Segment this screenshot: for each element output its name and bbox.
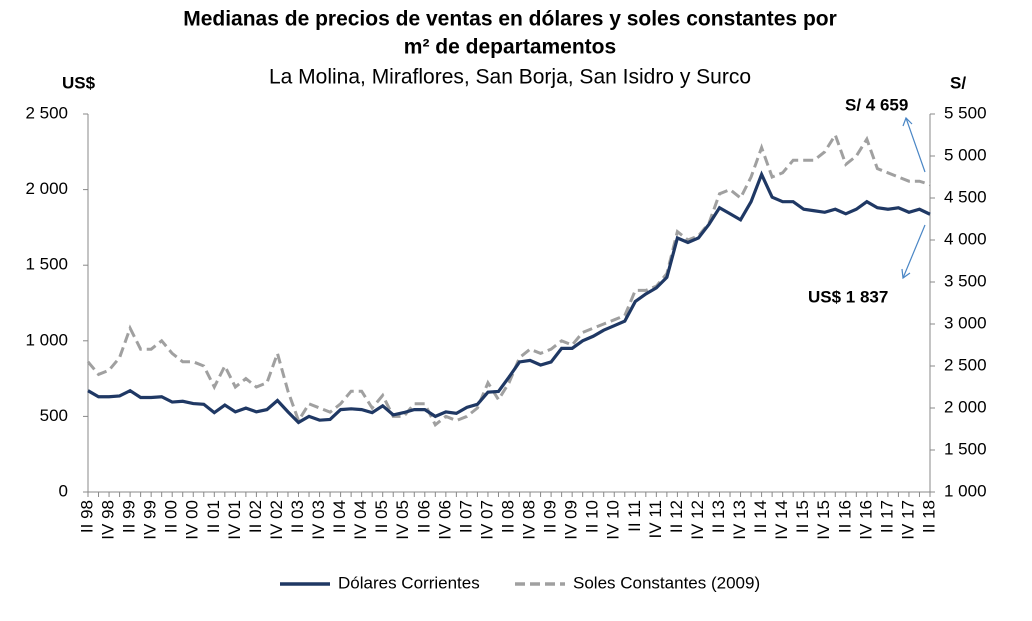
x-tick-label: II 18 [919, 500, 938, 533]
y-tick-label: 2 000 [25, 179, 68, 198]
y-tick-label: 500 [40, 406, 68, 425]
annotation: S/ 4 659 [845, 95, 908, 114]
x-tick-label: IV 15 [814, 500, 833, 540]
x-tick-label: IV 14 [772, 500, 791, 540]
x-tick-label: II 15 [793, 500, 812, 533]
x-tick-label: II 16 [835, 500, 854, 533]
x-tick-label: IV 10 [604, 500, 623, 540]
x-tick-label: II 02 [246, 500, 265, 533]
x-tick-label: II 04 [330, 500, 349, 533]
y2-tick-label: 1 500 [944, 439, 987, 458]
x-tick-label: IV 98 [99, 500, 118, 540]
annotation-arrows [901, 116, 926, 280]
x-tick-label: IV 17 [898, 500, 917, 540]
x-tick-label: II 09 [541, 500, 560, 533]
x-tick-label: II 99 [120, 500, 139, 533]
y-tick-label: 1 500 [25, 255, 68, 274]
legend-label: Soles Constantes (2009) [573, 573, 760, 592]
x-tick-label: II 12 [667, 500, 686, 533]
y2-tick-label: 2 000 [944, 397, 987, 416]
y2-tick-label: 3 500 [944, 271, 987, 290]
y-tick-label: 2 500 [25, 103, 68, 122]
x-tick-label: IV 16 [856, 500, 875, 540]
legend-label: Dólares Corrientes [338, 573, 480, 592]
x-tick-label: IV 13 [730, 500, 749, 540]
chart-subtitle: La Molina, Miraflores, San Borja, San Is… [269, 66, 751, 89]
chart-title: m² de departamentos [404, 36, 616, 59]
x-tick-label: IV 03 [309, 500, 328, 540]
x-tick-label: II 14 [751, 500, 770, 533]
x-tick-label: II 00 [162, 500, 181, 533]
y2-tick-label: 4 500 [944, 187, 987, 206]
x-tick-label: IV 09 [562, 500, 581, 540]
x-tick-label: IV 99 [141, 500, 160, 540]
x-tick-label: IV 08 [520, 500, 539, 540]
x-tick-label: II 98 [77, 500, 96, 533]
x-tick-label: II 06 [414, 500, 433, 533]
x-tick-label: IV 04 [351, 500, 370, 540]
x-tick-label: IV 06 [435, 500, 454, 540]
y2-axis-label: S/ [950, 73, 966, 92]
series-line [86, 131, 931, 428]
y2-tick-label: 1 000 [944, 481, 987, 500]
x-tick-label: II 07 [456, 500, 475, 533]
y2-tick-label: 5 500 [944, 103, 987, 122]
y2-tick-label: 4 000 [944, 229, 987, 248]
y-tick-label: 1 000 [25, 330, 68, 349]
y-tick-label: 0 [59, 481, 68, 500]
x-tick-label: IV 01 [225, 500, 244, 540]
x-tick-label: IV 11 [646, 500, 665, 538]
x-tick-label: II 13 [709, 500, 728, 533]
annotation: US$ 1 837 [808, 287, 888, 306]
x-tick-label: II 01 [204, 500, 223, 533]
x-tick-label: II 03 [288, 500, 307, 533]
chart-title: Medianas de precios de ventas en dólares… [183, 8, 837, 31]
y2-tick-label: 5 000 [944, 145, 987, 164]
y2-tick-label: 3 000 [944, 313, 987, 332]
x-tick-label: IV 07 [477, 500, 496, 540]
x-tick-label: II 10 [583, 500, 602, 533]
x-tick-label: II 08 [498, 500, 517, 533]
y-axis-label: US$ [62, 73, 96, 92]
x-tick-label: II 17 [877, 500, 896, 533]
series-line [87, 170, 931, 425]
x-tick-label: II 05 [372, 500, 391, 533]
x-tick-label: IV 12 [688, 500, 707, 540]
x-tick-label: II 11 [625, 500, 644, 532]
x-tick-label: IV 00 [183, 500, 202, 540]
x-tick-label: IV 02 [267, 500, 286, 540]
y2-tick-label: 2 500 [944, 355, 987, 374]
x-tick-label: IV 05 [393, 500, 412, 540]
